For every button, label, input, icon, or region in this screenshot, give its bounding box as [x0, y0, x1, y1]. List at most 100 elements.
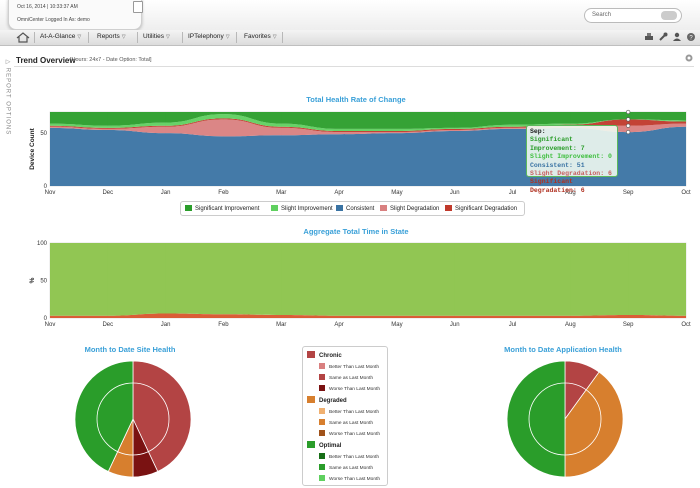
legend-item[interactable]: Same as Last Month — [319, 464, 373, 471]
legend-item[interactable]: Worse Than Last Month — [319, 385, 380, 392]
x-tick-label: Jan — [161, 190, 171, 196]
x-tick-label: Jul — [509, 190, 517, 196]
y-tick-label: 0 — [44, 316, 48, 322]
x-tick-label: Feb — [218, 322, 229, 328]
legend-item[interactable]: Worse Than Last Month — [319, 430, 380, 437]
pie-inner-ring — [96, 382, 170, 456]
legend-swatch — [307, 441, 315, 448]
legend-group-chronic[interactable]: Chronic — [307, 351, 342, 359]
x-tick-label: Sep — [623, 190, 634, 196]
x-tick-label: Nov — [45, 322, 56, 328]
x-tick-label: May — [391, 322, 402, 328]
chevron-down-icon: ▽ — [272, 34, 277, 40]
area-series-significant-improvement — [50, 112, 686, 129]
x-tick-label: Jun — [450, 190, 460, 196]
legend-swatch — [307, 396, 315, 403]
pie1-title: Month to Date Site Health — [84, 345, 176, 354]
tooltip-line: Significant Degradation: 6 — [530, 178, 585, 194]
y-tick-label: 50 — [40, 131, 47, 137]
nav-iptelephony[interactable]: IPTelephony ▽ — [188, 33, 230, 40]
search-input[interactable]: Search — [584, 8, 682, 23]
nav-divider — [236, 32, 237, 43]
x-tick-label: Apr — [334, 190, 343, 196]
svg-text:?: ? — [689, 36, 693, 42]
legend-item-consistent[interactable]: Consistent — [336, 205, 374, 212]
x-tick-label: Feb — [218, 190, 229, 196]
main-nav: At-A-Glance ▽ Reports ▽ Utilities ▽ IPTelep… — [0, 30, 700, 46]
pie-slice — [74, 360, 134, 473]
nav-divider — [182, 32, 183, 43]
wrench-icon[interactable] — [658, 32, 668, 42]
gear-icon[interactable] — [684, 53, 694, 63]
legend-item[interactable]: Same as Last Month — [319, 419, 373, 426]
hover-marker — [626, 117, 631, 122]
nav-divider — [34, 32, 35, 43]
login-date: Oct 16, 2014 | 10:33:37 AM — [17, 4, 78, 10]
search-icon[interactable] — [661, 11, 677, 20]
legend-item[interactable]: Better Than Last Month — [319, 453, 379, 460]
nav-at-a-glance[interactable]: At-A-Glance ▽ — [40, 33, 82, 40]
help-icon[interactable]: ? — [686, 32, 696, 42]
legend-swatch — [271, 205, 278, 211]
search-placeholder: Search — [592, 12, 612, 18]
legend-item[interactable]: Better Than Last Month — [319, 363, 379, 370]
legend-swatch — [319, 363, 325, 369]
nav-utilities[interactable]: Utilities ▽ — [143, 33, 170, 40]
x-tick-label: Jun — [450, 322, 460, 328]
hover-marker — [626, 109, 631, 115]
tooltip-line: Consistent: 51 — [530, 161, 585, 169]
y-axis-label: Device Count — [29, 127, 36, 169]
legend-group-optimal[interactable]: Optimal — [307, 441, 341, 449]
page-title: Trend Overview — [16, 56, 76, 65]
hover-marker — [626, 123, 631, 128]
legend-item-slight-degradation[interactable]: Slight Degradation — [380, 205, 439, 212]
legend-swatch — [319, 464, 325, 470]
print-icon[interactable] — [644, 32, 654, 42]
x-tick-label: Mar — [276, 190, 286, 196]
y-tick-label: 50 — [40, 279, 47, 285]
tooltip-line: Slight Improvement: 0 — [530, 153, 612, 161]
home-icon[interactable] — [16, 32, 30, 43]
legend-swatch — [319, 419, 325, 425]
area-series-optimal — [50, 243, 686, 316]
pie-slice — [506, 360, 566, 478]
x-tick-label: Mar — [276, 322, 286, 328]
hover-marker — [626, 129, 631, 135]
x-tick-label: Dec — [102, 322, 113, 328]
chevron-down-icon: ▽ — [77, 34, 82, 40]
tooltip-line: Slight Degradation: 6 — [530, 170, 612, 178]
legend-swatch — [445, 205, 452, 211]
legend-swatch — [319, 475, 325, 481]
tooltip-header: Sep: — [530, 128, 546, 135]
login-user: OmniCenter Logged In As: demo — [17, 17, 90, 23]
nav-reports[interactable]: Reports ▽ — [97, 33, 126, 40]
pie-inner-ring — [528, 382, 602, 456]
user-icon[interactable] — [672, 32, 682, 42]
document-icon[interactable] — [133, 1, 143, 13]
chart1-legend: Significant Improvement Slight Improveme… — [180, 201, 525, 216]
chevron-down-icon: ▽ — [165, 34, 170, 40]
x-tick-label: Jan — [161, 322, 171, 328]
divider — [14, 66, 694, 67]
chart-tooltip: Sep: Significant Improvement: 7 Slight I… — [526, 125, 618, 194]
legend-item[interactable]: Better Than Last Month — [319, 408, 379, 415]
legend-item[interactable]: Worse Than Last Month — [319, 475, 380, 482]
x-tick-label: Dec — [102, 190, 113, 196]
legend-swatch — [319, 385, 325, 391]
nav-favorites[interactable]: Favorites ▽ — [244, 33, 277, 40]
legend-item-significant-improvement[interactable]: Significant Improvement — [185, 205, 259, 212]
page-subtitle: [Hours: 24x7 - Date Option: Total] — [70, 57, 152, 63]
x-tick-label: Aug — [565, 190, 576, 196]
legend-swatch — [185, 205, 192, 211]
pie-slice — [132, 360, 192, 473]
legend-group-degraded[interactable]: Degraded — [307, 396, 347, 404]
legend-swatch — [319, 408, 325, 414]
legend-item-significant-degradation[interactable]: Significant Degradation — [445, 205, 517, 212]
legend-swatch — [319, 430, 325, 436]
x-tick-label: Oct — [681, 190, 691, 196]
x-tick-label: Nov — [45, 190, 56, 196]
legend-item[interactable]: Same as Last Month — [319, 374, 373, 381]
chart2-title: Aggregate Total Time in State — [303, 227, 409, 236]
y-tick-label: 0 — [44, 184, 48, 190]
legend-item-slight-improvement[interactable]: Slight Improvement — [271, 205, 333, 212]
